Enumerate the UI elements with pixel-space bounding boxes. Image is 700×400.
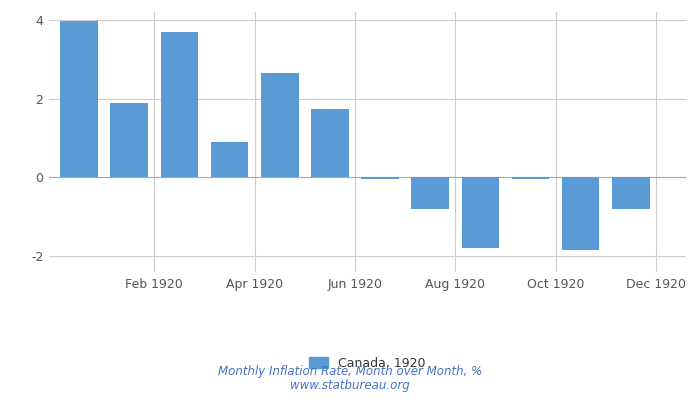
Bar	[361, 178, 399, 180]
Bar	[60, 22, 98, 178]
Legend: Canada, 1920: Canada, 1920	[304, 352, 430, 375]
Bar	[461, 178, 499, 248]
Bar	[512, 178, 550, 180]
Bar	[562, 178, 599, 250]
Bar	[160, 32, 198, 178]
Text: Monthly Inflation Rate, Month over Month, %: Monthly Inflation Rate, Month over Month…	[218, 366, 482, 378]
Bar	[211, 142, 248, 178]
Bar	[261, 73, 298, 178]
Bar	[111, 103, 148, 178]
Bar	[412, 178, 449, 209]
Bar	[311, 108, 349, 178]
Text: www.statbureau.org: www.statbureau.org	[290, 380, 410, 392]
Bar	[612, 178, 650, 209]
